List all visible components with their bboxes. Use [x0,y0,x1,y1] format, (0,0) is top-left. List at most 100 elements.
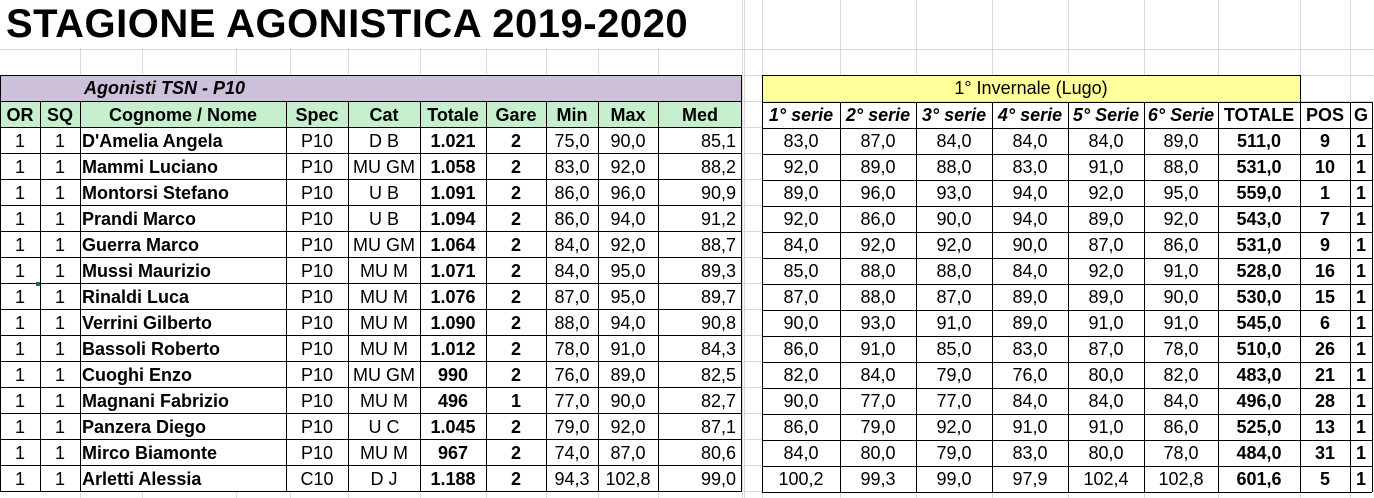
cell-s2[interactable]: 88,0 [860,287,896,307]
cell-name[interactable]: Panzera Diego [82,417,207,437]
cell-or[interactable]: 1 [14,469,25,489]
column-header[interactable]: 5° Serie [1072,105,1140,125]
cell-med[interactable]: 87,1 [700,417,736,437]
cell-pos[interactable]: 15 [1314,287,1336,307]
column-header[interactable]: TOTALE [1223,105,1295,125]
cell-s5[interactable]: 84,0 [1088,131,1124,151]
cell-cat[interactable]: MU GM [353,365,415,385]
cell-s6[interactable]: 82,0 [1163,365,1199,385]
cell-sq[interactable]: 1 [54,235,65,255]
cell-spec[interactable]: P10 [300,235,334,255]
cell-min[interactable]: 76,0 [554,365,590,385]
cell-max[interactable]: 89,0 [610,365,646,385]
cell-s5[interactable]: 87,0 [1088,339,1124,359]
cell-tot[interactable]: 528,0 [1236,261,1282,281]
cell-gare[interactable]: 2 [510,287,521,307]
cell-med[interactable]: 85,1 [700,131,736,151]
cell-spec[interactable]: P10 [300,157,334,177]
cell-s2[interactable]: 79,0 [860,417,896,437]
cell-totale[interactable]: 1.021 [430,131,476,151]
cell-pos[interactable]: 31 [1314,443,1336,463]
cell-pos[interactable]: 9 [1319,235,1330,255]
cell-sq[interactable]: 1 [54,391,65,411]
cell-s3[interactable]: 85,0 [936,339,972,359]
cell-s3[interactable]: 91,0 [936,313,972,333]
cell-gare[interactable]: 2 [510,183,521,203]
cell-med[interactable]: 99,0 [700,469,736,489]
cell-max[interactable]: 87,0 [610,443,646,463]
cell-gare[interactable]: 2 [510,365,521,385]
column-header[interactable]: Cognome / Nome [108,105,257,125]
cell-or[interactable]: 1 [14,183,25,203]
cell-cat[interactable]: D J [370,469,398,489]
cell-min[interactable]: 88,0 [554,313,590,333]
cell-max[interactable]: 102,8 [605,469,651,489]
cell-s6[interactable]: 90,0 [1163,287,1199,307]
cell-cat[interactable]: MU GM [353,235,415,255]
cell-med[interactable]: 88,2 [700,157,736,177]
column-header[interactable]: Totale [427,105,479,125]
cell-sq[interactable]: 1 [54,469,65,489]
cell-pos[interactable]: 21 [1314,365,1336,385]
cell-tot[interactable]: 545,0 [1236,313,1282,333]
cell-s3[interactable]: 93,0 [936,183,972,203]
cell-pos[interactable]: 16 [1314,261,1336,281]
cell-s5[interactable]: 91,0 [1088,417,1124,437]
cell-spec[interactable]: P10 [300,443,334,463]
cell-totale[interactable]: 967 [437,443,469,463]
cell-med[interactable]: 88,7 [700,235,736,255]
cell-gare[interactable]: 2 [510,209,521,229]
cell-cat[interactable]: MU GM [353,157,415,177]
cell-or[interactable]: 1 [14,365,25,385]
cell-s4[interactable]: 83,0 [1012,339,1048,359]
cell-tot[interactable]: 510,0 [1236,339,1282,359]
cell-spec[interactable]: P10 [300,391,334,411]
cell-s3[interactable]: 87,0 [936,287,972,307]
column-header[interactable]: Max [610,105,646,125]
cell-s4[interactable]: 89,0 [1012,313,1048,333]
cell-g[interactable]: 1 [1355,391,1366,411]
cell-s1[interactable]: 89,0 [783,183,819,203]
column-header[interactable]: SQ [46,105,73,125]
cell-name[interactable]: Mussi Maurizio [82,261,212,281]
cell-s2[interactable]: 80,0 [860,443,896,463]
cell-s2[interactable]: 84,0 [860,365,896,385]
cell-spec[interactable]: P10 [300,209,334,229]
cell-s2[interactable]: 91,0 [860,339,896,359]
cell-s5[interactable]: 84,0 [1088,391,1124,411]
cell-s4[interactable]: 83,0 [1012,157,1048,177]
cell-med[interactable]: 90,9 [700,183,736,203]
cell-pos[interactable]: 10 [1314,157,1336,177]
cell-or[interactable]: 1 [14,157,25,177]
cell-s2[interactable]: 92,0 [860,235,896,255]
cell-s5[interactable]: 91,0 [1088,157,1124,177]
cell-med[interactable]: 80,6 [700,443,736,463]
cell-s3[interactable]: 88,0 [936,261,972,281]
cell-sq[interactable]: 1 [54,339,65,359]
cell-totale[interactable]: 1.091 [430,183,476,203]
cell-g[interactable]: 1 [1355,235,1366,255]
cell-s5[interactable]: 89,0 [1088,287,1124,307]
cell-min[interactable]: 86,0 [554,209,590,229]
cell-g[interactable]: 1 [1355,443,1366,463]
cell-tot[interactable]: 601,6 [1236,469,1282,489]
cell-spec[interactable]: P10 [300,261,334,281]
cell-tot[interactable]: 531,0 [1236,235,1282,255]
cell-med[interactable]: 89,7 [700,287,736,307]
cell-s1[interactable]: 90,0 [783,313,819,333]
cell-s2[interactable]: 88,0 [860,261,896,281]
cell-s1[interactable]: 86,0 [783,417,819,437]
cell-g[interactable]: 1 [1355,469,1366,489]
cell-sq[interactable]: 1 [54,313,65,333]
cell-cat[interactable]: MU M [360,391,408,411]
cell-gare[interactable]: 2 [510,235,521,255]
cell-totale[interactable]: 1.058 [430,157,476,177]
cell-spec[interactable]: P10 [300,313,334,333]
cell-s5[interactable]: 80,0 [1088,365,1124,385]
cell-s6[interactable]: 86,0 [1163,235,1199,255]
cell-pos[interactable]: 5 [1319,469,1330,489]
cell-s3[interactable]: 99,0 [936,469,972,489]
cell-max[interactable]: 95,0 [610,261,646,281]
cell-s1[interactable]: 100,2 [778,469,824,489]
cell-s5[interactable]: 89,0 [1088,209,1124,229]
